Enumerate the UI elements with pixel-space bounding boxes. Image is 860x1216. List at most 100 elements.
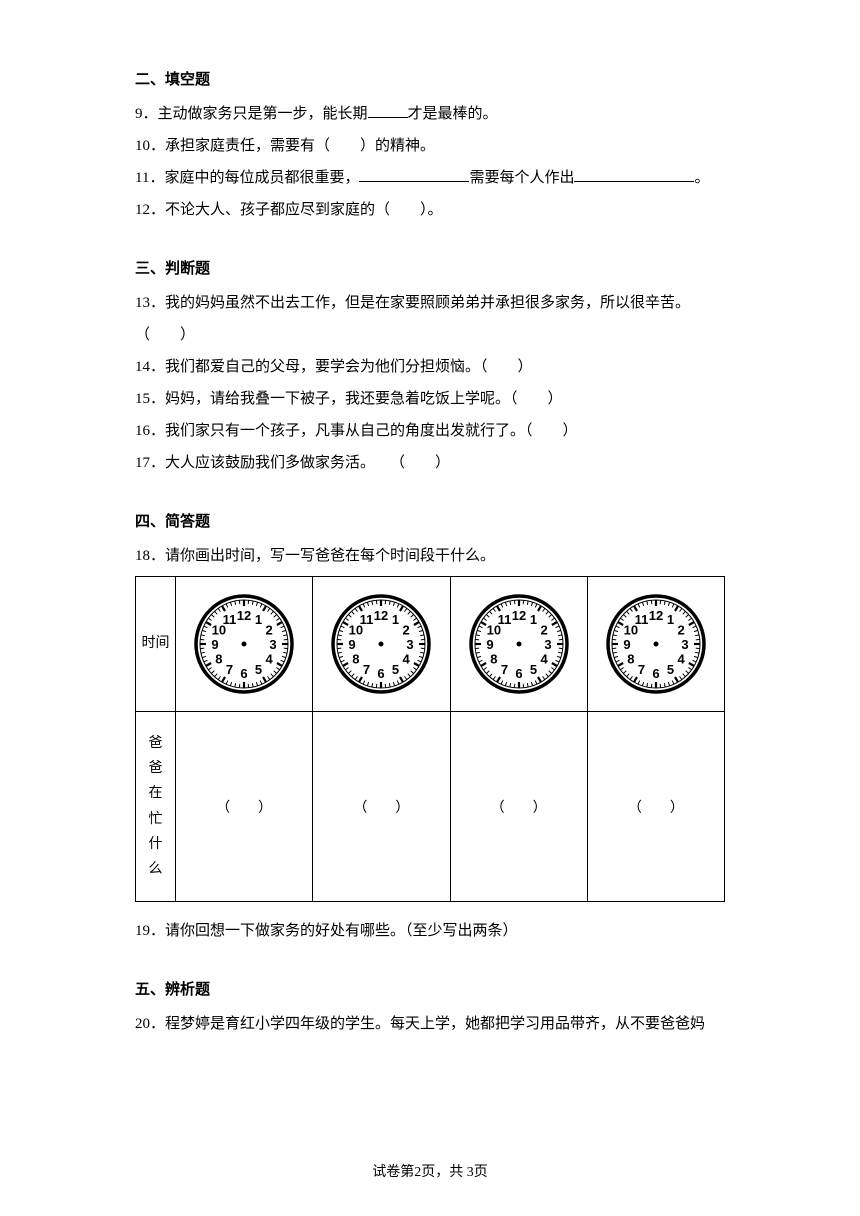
svg-text:6: 6	[515, 666, 522, 681]
q9-blank[interactable]	[368, 104, 408, 118]
q11-p2: 需要每个人作出	[469, 170, 574, 186]
q11-blank2[interactable]	[574, 168, 694, 182]
svg-text:4: 4	[677, 652, 685, 667]
q10-num: 10．	[135, 138, 165, 154]
q11: 11．家庭中的每位成员都很重要， 需要每个人作出 。	[135, 163, 725, 193]
q17-num: 17．	[135, 455, 165, 471]
q18-num: 18．	[135, 548, 165, 564]
q13-paren: （ ）	[135, 320, 725, 350]
svg-text:8: 8	[490, 652, 497, 667]
svg-text:11: 11	[360, 612, 374, 627]
svg-text:7: 7	[363, 662, 370, 677]
svg-text:9: 9	[623, 637, 630, 652]
section-3-title: 三、判断题	[135, 257, 725, 278]
q13-num: 13．	[135, 295, 165, 311]
q13: 13．我的妈妈虽然不出去工作，但是在家要照顾弟弟并承担很多家务，所以很辛苦。	[135, 288, 725, 318]
svg-text:4: 4	[403, 652, 411, 667]
clock-icon-4: 121234567891011	[601, 589, 711, 699]
svg-text:3: 3	[544, 637, 551, 652]
svg-text:8: 8	[627, 652, 634, 667]
svg-text:7: 7	[501, 662, 508, 677]
clock-icon-2: 121234567891011	[326, 589, 436, 699]
answer-cell-4[interactable]: （ ）	[587, 712, 724, 902]
page-footer: 试卷第2页，共 3页	[0, 1161, 860, 1181]
svg-text:5: 5	[667, 662, 674, 677]
section-2-title: 二、填空题	[135, 68, 725, 89]
q16: 16．我们家只有一个孩子，凡事从自己的角度出发就行了。（ ）	[135, 416, 725, 446]
clock-cell-2: 121234567891011	[313, 577, 450, 712]
svg-text:8: 8	[353, 652, 360, 667]
row-header-time: 时间	[136, 577, 176, 712]
q16-num: 16．	[135, 423, 165, 439]
q15-text: 妈妈，请给我叠一下被子，我还要急着吃饭上学呢。（ ）	[165, 391, 563, 407]
svg-text:1: 1	[667, 612, 674, 627]
q11-num: 11．	[135, 170, 164, 186]
answer-cell-2[interactable]: （ ）	[313, 712, 450, 902]
q11-p3: 。	[694, 170, 709, 186]
q9-p1: 主动做家务只是第一步，能长期	[158, 106, 368, 122]
q19-num: 19．	[135, 923, 165, 939]
q10-text: 承担家庭责任，需要有（ ）的精神。	[165, 138, 435, 154]
svg-text:2: 2	[403, 623, 410, 638]
answer-cell-1[interactable]: （ ）	[176, 712, 313, 902]
q14-text: 我们都爱自己的父母，要学会为他们分担烦恼。（ ）	[165, 359, 533, 375]
svg-text:6: 6	[652, 666, 659, 681]
h2l3: 在	[140, 781, 171, 806]
section-4-title: 四、简答题	[135, 510, 725, 531]
clock-table: 时间 121234567891011 121234567891011 12123…	[135, 576, 725, 902]
q16-text: 我们家只有一个孩子，凡事从自己的角度出发就行了。（ ）	[165, 423, 578, 439]
q13-text: 我的妈妈虽然不出去工作，但是在家要照顾弟弟并承担很多家务，所以很辛苦。	[165, 295, 690, 311]
q12-text: 不论大人、孩子都应尽到家庭的（ ）。	[165, 202, 443, 218]
q20-text: 程梦婷是育红小学四年级的学生。每天上学，她都把学习用品带齐，从不要爸爸妈	[165, 1016, 705, 1032]
q18: 18．请你画出时间，写一写爸爸在每个时间段干什么。	[135, 541, 725, 571]
q10: 10．承担家庭责任，需要有（ ）的精神。	[135, 131, 725, 161]
answer-cell-3[interactable]: （ ）	[450, 712, 587, 902]
svg-text:9: 9	[349, 637, 356, 652]
svg-text:11: 11	[497, 612, 511, 627]
svg-text:3: 3	[407, 637, 414, 652]
svg-text:2: 2	[540, 623, 547, 638]
svg-text:5: 5	[392, 662, 399, 677]
q14-num: 14．	[135, 359, 165, 375]
svg-text:1: 1	[255, 612, 262, 627]
q14: 14．我们都爱自己的父母，要学会为他们分担烦恼。（ ）	[135, 352, 725, 382]
q11-blank1[interactable]	[359, 168, 469, 182]
clock-icon-3: 121234567891011	[464, 589, 574, 699]
q12: 12．不论大人、孩子都应尽到家庭的（ ）。	[135, 195, 725, 225]
svg-text:6: 6	[241, 666, 248, 681]
svg-text:5: 5	[255, 662, 262, 677]
q15: 15．妈妈，请给我叠一下被子，我还要急着吃饭上学呢。（ ）	[135, 384, 725, 414]
svg-text:7: 7	[226, 662, 233, 677]
q9: 9．主动做家务只是第一步，能长期才是最棒的。	[135, 99, 725, 129]
svg-text:2: 2	[677, 623, 684, 638]
svg-text:2: 2	[266, 623, 273, 638]
clock-cell-4: 121234567891011	[587, 577, 724, 712]
svg-text:12: 12	[237, 608, 251, 623]
q9-p2: 才是最棒的。	[408, 106, 498, 122]
h2l5: 什	[140, 832, 171, 857]
svg-text:12: 12	[511, 608, 525, 623]
svg-text:9: 9	[486, 637, 493, 652]
clock-cell-1: 121234567891011	[176, 577, 313, 712]
svg-text:6: 6	[378, 666, 385, 681]
svg-text:4: 4	[540, 652, 548, 667]
q20: 20．程梦婷是育红小学四年级的学生。每天上学，她都把学习用品带齐，从不要爸爸妈	[135, 1009, 725, 1039]
svg-text:12: 12	[649, 608, 663, 623]
svg-text:11: 11	[635, 612, 649, 627]
section-5-title: 五、辨析题	[135, 978, 725, 999]
svg-text:8: 8	[215, 652, 222, 667]
svg-text:11: 11	[223, 612, 237, 627]
svg-text:3: 3	[681, 637, 688, 652]
svg-text:1: 1	[392, 612, 399, 627]
svg-text:12: 12	[374, 608, 388, 623]
q17-text: 大人应该鼓励我们多做家务活。 （ ）	[165, 455, 450, 471]
q17: 17．大人应该鼓励我们多做家务活。 （ ）	[135, 448, 725, 478]
h2l1: 爸	[140, 731, 171, 756]
q11-p1: 家庭中的每位成员都很重要，	[164, 170, 359, 186]
q19: 19．请你回想一下做家务的好处有哪些。（至少写出两条）	[135, 916, 725, 946]
clock-icon-1: 121234567891011	[189, 589, 299, 699]
q19-text: 请你回想一下做家务的好处有哪些。（至少写出两条）	[165, 923, 518, 939]
h2l6: 么	[140, 857, 171, 882]
row-header-busy: 爸 爸 在 忙 什 么	[136, 712, 176, 902]
svg-text:1: 1	[530, 612, 537, 627]
